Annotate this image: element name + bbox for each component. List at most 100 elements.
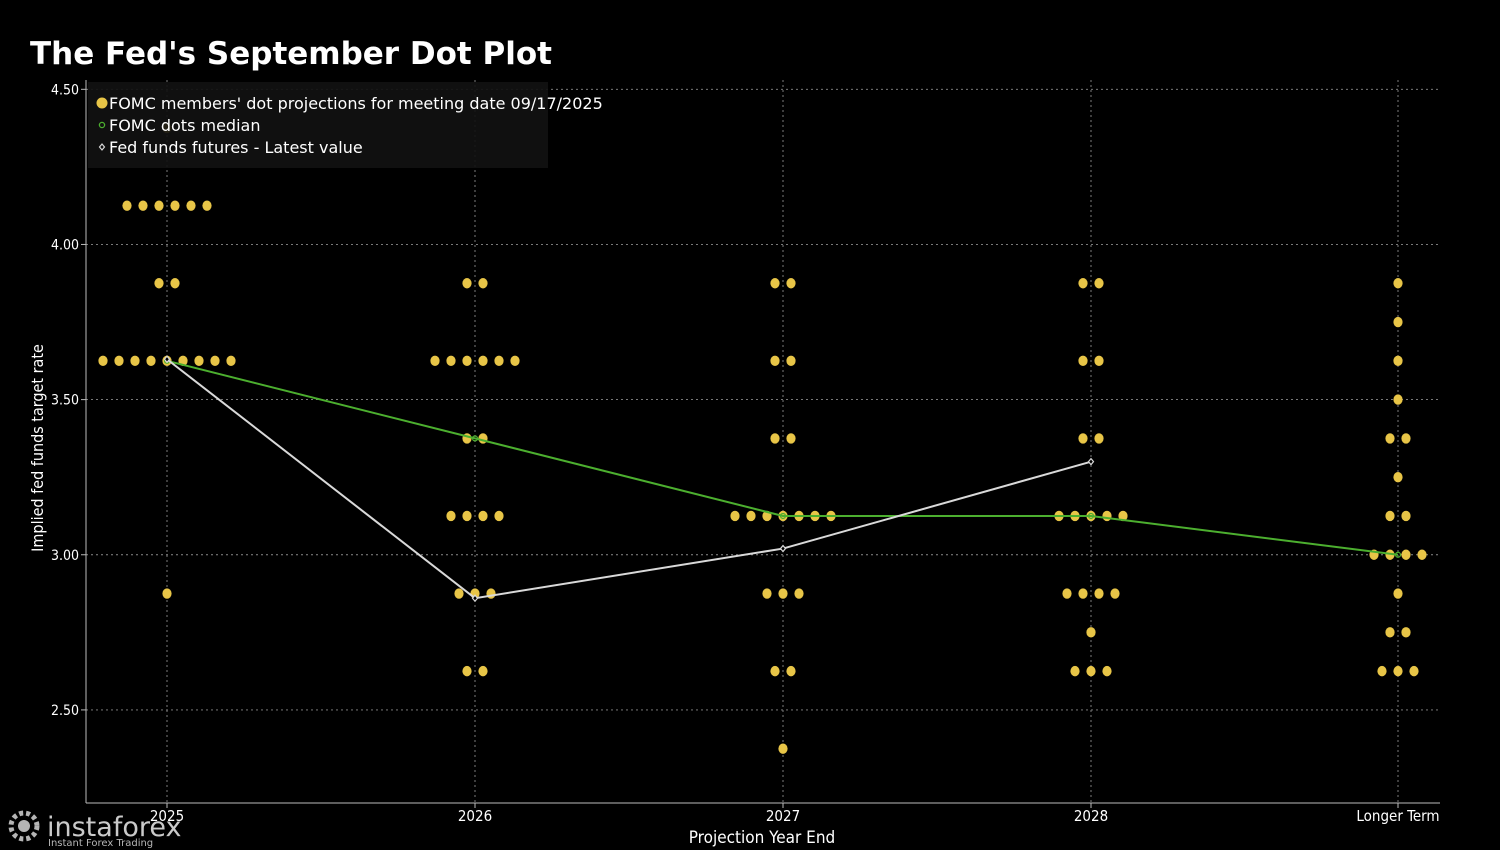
fomc-dot [462, 665, 472, 677]
fomc-dot [154, 278, 164, 289]
median-point [779, 512, 787, 520]
futures-point [471, 594, 479, 603]
fomc-dot [1393, 394, 1403, 405]
legend-futures-marker [98, 143, 106, 151]
fomc-dot [1409, 665, 1419, 677]
watermark-tagline: Instant Forex Trading [48, 838, 153, 849]
fomc-dot [1078, 278, 1088, 289]
fomc-dot [1094, 433, 1104, 444]
x-tick-label: 2025 [150, 807, 184, 825]
fomc-dot [1078, 433, 1088, 444]
fomc-dot [786, 278, 796, 289]
legend-item-dots: FOMC members' dot projections for meetin… [109, 94, 603, 113]
fomc-dot [778, 743, 788, 754]
fomc-dot [1385, 433, 1395, 444]
fomc-dot [1094, 355, 1104, 367]
fomc-dot [170, 200, 180, 211]
fomc-dot [430, 355, 440, 367]
watermark-brand: instaforex [47, 812, 181, 843]
median-point [1087, 512, 1095, 520]
x-tick-labels: 2025 2026 2027 2028 Longer Term [150, 807, 1440, 825]
fomc-dot [1385, 549, 1395, 560]
y-tick-label: 3.50 [51, 393, 79, 409]
fomc-dot [770, 665, 780, 677]
fomc-dot [98, 355, 108, 367]
y-tick-label: 4.00 [51, 237, 79, 253]
fomc-dot [1110, 588, 1120, 599]
fomc-dot [786, 665, 796, 677]
fomc-dot [1094, 278, 1104, 289]
fomc-dot [1393, 316, 1403, 328]
median-line [166, 359, 1399, 556]
fomc-dot [1401, 549, 1411, 560]
fomc-dot [146, 355, 156, 367]
chart-title: The Fed's September Dot Plot [30, 36, 552, 72]
fomc-dot [1086, 665, 1096, 677]
futures-point [1087, 457, 1095, 466]
legend-dot-marker [96, 97, 108, 109]
x-tick-label: 2026 [458, 807, 492, 825]
fomc-dot [194, 355, 204, 367]
fomc-dot [478, 355, 488, 367]
fomc-dot [1401, 433, 1411, 444]
fomc-dot [730, 510, 740, 522]
legend: FOMC members' dot projections for meetin… [88, 82, 603, 168]
fomc-dot [786, 433, 796, 444]
fomc-dot [186, 200, 196, 211]
y-axis-label: Implied fed funds target rate [28, 344, 47, 552]
fomc-dot [454, 588, 464, 599]
fomc-dot [1393, 471, 1403, 483]
fomc-dot [462, 510, 472, 522]
fomc-dot [770, 278, 780, 289]
fomc-dot [510, 355, 520, 367]
fomc-dot [154, 200, 164, 211]
fomc-dot [778, 588, 788, 599]
fomc-dot [1393, 665, 1403, 677]
legend-background [88, 82, 548, 168]
fomc-dot [478, 278, 488, 289]
fomc-dot [446, 355, 456, 367]
x-tick-label: 2027 [766, 807, 800, 825]
fomc-dot [478, 665, 488, 677]
fomc-dot [170, 278, 180, 289]
fomc-dot [462, 278, 472, 289]
fomc-dot [202, 200, 212, 211]
fomc-dot [1102, 510, 1112, 522]
fomc-dot [486, 588, 496, 599]
x-axis-label: Projection Year End [689, 828, 835, 848]
y-tick-label: 2.50 [51, 703, 79, 719]
fomc-dot [1078, 355, 1088, 367]
fomc-dot [786, 355, 796, 367]
fomc-dot [1118, 510, 1128, 522]
fomc-dot [762, 588, 772, 599]
fomc-dot [138, 200, 148, 211]
futures-line [166, 358, 1092, 600]
fomc-dot [114, 355, 124, 367]
fomc-dot [130, 355, 140, 367]
fomc-dot [746, 510, 756, 522]
fomc-dot [1086, 627, 1096, 638]
x-tick-label: Longer Term [1356, 807, 1439, 825]
fomc-dot [1377, 665, 1387, 677]
fomc-dot [1070, 665, 1080, 677]
fomc-dot [1385, 627, 1395, 638]
legend-item-median: FOMC dots median [109, 116, 260, 135]
instaforex-logo-icon [8, 810, 40, 842]
fomc-dot [1401, 510, 1411, 522]
fomc-dot [122, 200, 132, 211]
fomc-dot [226, 355, 236, 367]
fomc-dot [1078, 588, 1088, 599]
fomc-dot [162, 588, 172, 599]
legend-median-marker [98, 121, 106, 129]
fomc-dot [770, 433, 780, 444]
fomc-dot [1094, 588, 1104, 599]
median-point [1394, 551, 1402, 558]
y-tick-labels: 2.50 3.00 3.50 4.00 4.50 [51, 82, 79, 719]
median-point [471, 435, 479, 442]
y-tick-label: 3.00 [51, 548, 79, 564]
series-lines [163, 355, 1402, 603]
instaforex-watermark: instaforex Instant Forex Trading [8, 810, 181, 849]
fomc-dot [446, 510, 456, 522]
fomc-dot [494, 355, 504, 367]
